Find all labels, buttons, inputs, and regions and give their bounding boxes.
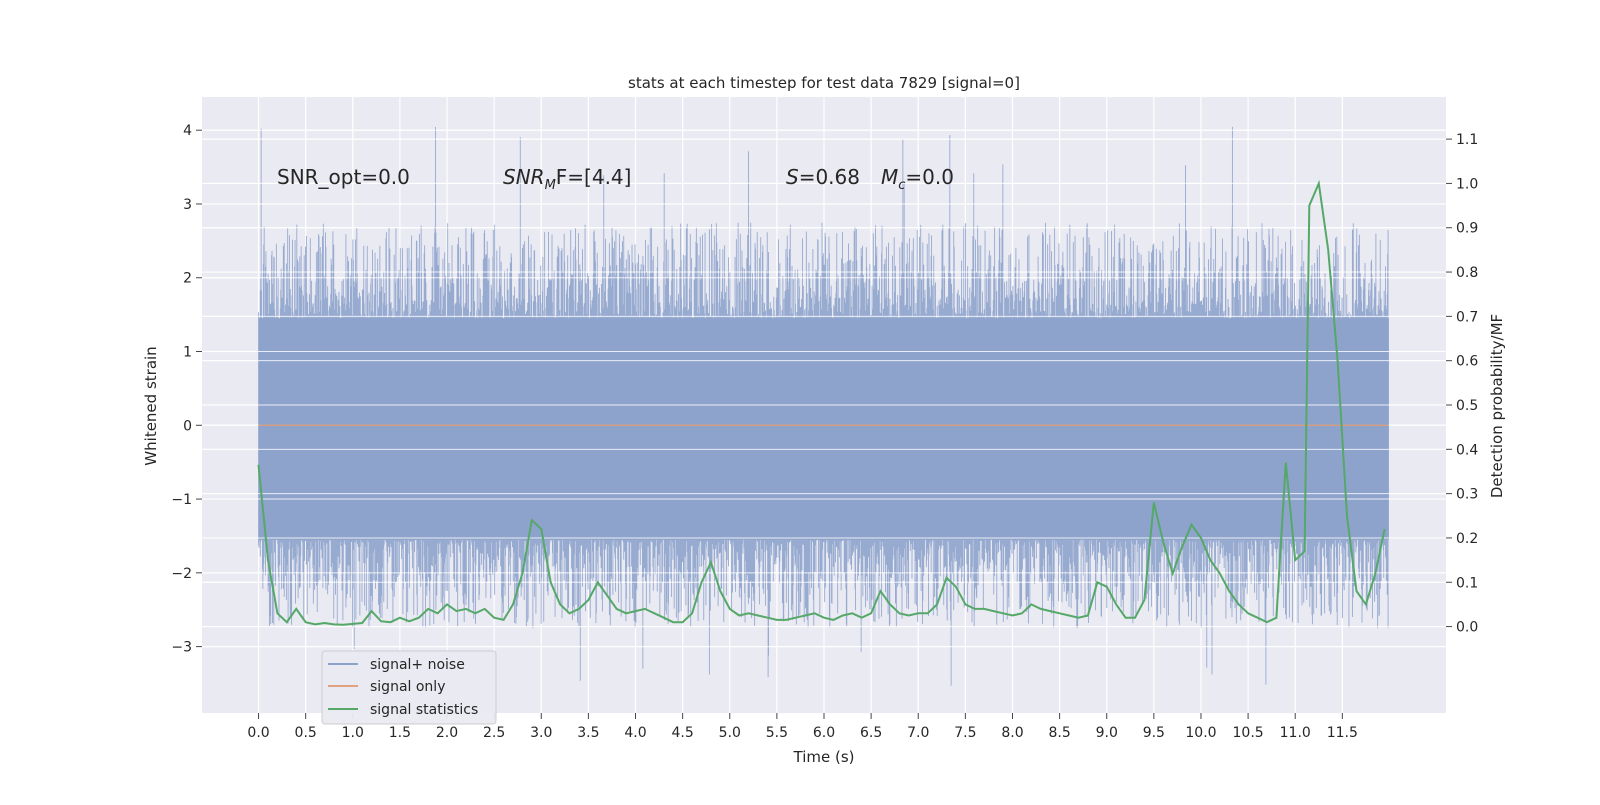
y-right-tick-label: 0.3 <box>1456 487 1478 503</box>
chart-title: stats at each timestep for test data 782… <box>628 74 1020 92</box>
legend: signal+ noise signal only signal statist… <box>321 650 497 725</box>
x-tick-label: 10.5 <box>1233 725 1264 741</box>
x-tick-label: 3.0 <box>530 725 552 741</box>
y-right-tick-label: 1.1 <box>1456 132 1478 148</box>
y-right-tick-label: 1.0 <box>1456 176 1478 192</box>
annotation-s-main: S <box>786 165 799 189</box>
y-axis-right: 0.0 0.1 0.2 0.3 0.4 0.5 0.6 0.7 0.8 0.9 1.0 1.1 <box>1446 132 1478 636</box>
signal-statistics-series <box>257 179 1386 626</box>
annotation-snr-mf-main: SNR <box>503 165 545 189</box>
x-tick-label: 2.0 <box>436 725 458 741</box>
annotation-s: S=0.68 <box>786 165 860 189</box>
x-tick-label: 5.0 <box>719 725 741 741</box>
x-tick-label: 10.0 <box>1185 725 1216 741</box>
y-left-tick-label: 0 <box>183 418 192 434</box>
x-tick-label: 8.0 <box>1001 725 1023 741</box>
x-tick-label: 5.5 <box>766 725 788 741</box>
x-tick-label: 1.5 <box>389 725 411 741</box>
y-right-tick-label: 0.7 <box>1456 309 1478 325</box>
y-left-tick-label: −2 <box>171 566 192 582</box>
annotation-s-rest: =0.68 <box>799 165 860 189</box>
signal-noise-series <box>202 126 1446 686</box>
y-right-tick-label: 0.2 <box>1456 531 1478 547</box>
x-tick-label: 6.5 <box>860 725 882 741</box>
y-left-tick-label: 4 <box>183 123 192 139</box>
x-tick-label: 4.5 <box>672 725 694 741</box>
x-tick-label: 8.5 <box>1048 725 1070 741</box>
x-tick-label: 1.0 <box>342 725 364 741</box>
y-axis-label-left: Whitened strain <box>142 346 160 465</box>
annotation-mc-main: M <box>881 165 898 189</box>
legend-box <box>321 650 497 725</box>
x-tick-label: 6.0 <box>813 725 835 741</box>
y-right-tick-label: 0.4 <box>1456 442 1478 458</box>
y-left-tick-label: 2 <box>183 271 192 287</box>
x-tick-label: 11.0 <box>1280 725 1311 741</box>
x-tick-label: 3.5 <box>577 725 599 741</box>
annotation-snr-opt: SNR_opt=0.0 <box>277 165 410 189</box>
x-tick-label: 2.5 <box>483 725 505 741</box>
x-tick-label: 0.5 <box>295 725 317 741</box>
y-right-tick-label: 0.8 <box>1456 265 1478 281</box>
x-tick-label: 7.0 <box>907 725 929 741</box>
y-right-tick-label: 0.1 <box>1456 575 1478 591</box>
annotation-mc-rest: =0.0 <box>905 165 954 189</box>
x-axis-label: Time (s) <box>793 748 855 766</box>
y-axis-left: −3 −2 −1 0 1 2 3 4 <box>171 123 202 656</box>
annotation-snr-mf-rest: F=[4.4] <box>556 165 632 189</box>
x-tick-label: 0.0 <box>247 725 269 741</box>
y-right-tick-label: 0.0 <box>1456 620 1478 636</box>
legend-label-signal-noise: signal+ noise <box>370 657 465 673</box>
legend-label-signal-only: signal only <box>370 679 445 695</box>
legend-label-signal-statistics: signal statistics <box>370 702 478 718</box>
y-right-tick-label: 0.6 <box>1456 354 1478 370</box>
y-left-tick-label: 3 <box>183 197 192 213</box>
annotation-snr-mf: SNRMF=[4.4] <box>503 165 631 193</box>
y-left-tick-label: −1 <box>171 492 192 508</box>
x-tick-label: 9.5 <box>1143 725 1165 741</box>
y-axis-label-right: Detection probability/MF <box>1488 314 1506 498</box>
x-tick-label: 7.5 <box>954 725 976 741</box>
x-tick-label: 11.5 <box>1327 725 1358 741</box>
annotation-mc: Mc=0.0 <box>881 165 954 193</box>
x-axis: 0.0 0.5 1.0 1.5 2.0 2.5 3.0 3.5 4.0 4.5 5.0 5.5 6.0 6… <box>247 713 1358 741</box>
y-right-tick-label: 0.9 <box>1456 221 1478 237</box>
y-right-tick-label: 0.5 <box>1456 398 1478 414</box>
x-tick-label: 4.0 <box>624 725 646 741</box>
signal-noise-core <box>258 318 1389 540</box>
x-tick-label: 9.0 <box>1096 725 1118 741</box>
y-left-tick-label: −3 <box>171 640 192 656</box>
annotation-mc-sub: c <box>898 178 905 193</box>
y-left-tick-label: 1 <box>183 345 192 361</box>
annotation-snr-mf-sub: M <box>545 178 556 193</box>
